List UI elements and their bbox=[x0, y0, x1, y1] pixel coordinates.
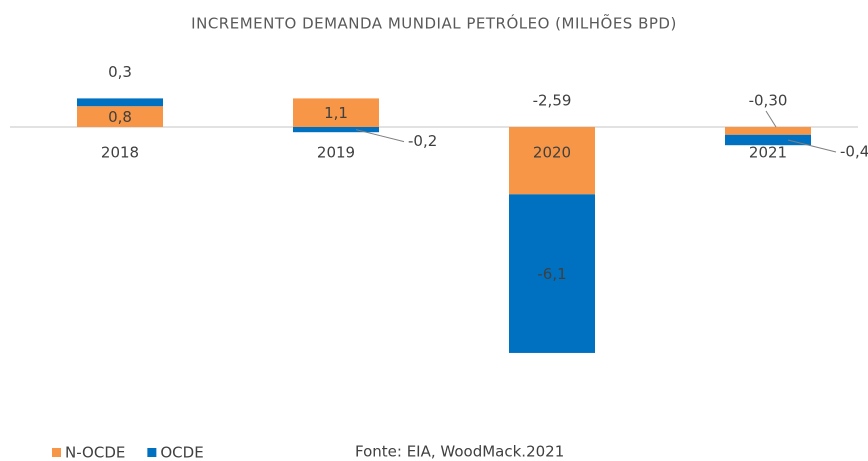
bar-segment bbox=[293, 98, 379, 127]
leader-line bbox=[787, 139, 837, 153]
bar-segment bbox=[725, 134, 811, 146]
legend-swatch bbox=[147, 448, 157, 457]
x-tick-label: 2021 bbox=[749, 144, 787, 162]
bar-segment bbox=[725, 127, 811, 135]
legend-swatch bbox=[52, 448, 61, 457]
data-label: -6,1 bbox=[537, 265, 566, 283]
bar-segment bbox=[77, 106, 163, 127]
data-label: -0,4 bbox=[840, 143, 868, 161]
bar-segment bbox=[293, 127, 379, 133]
bar-segment bbox=[509, 194, 595, 353]
data-label: 1,1 bbox=[324, 104, 348, 122]
legend-label: OCDE bbox=[160, 444, 203, 461]
data-label: 0,3 bbox=[108, 63, 132, 81]
x-tick-label: 2018 bbox=[101, 144, 139, 162]
data-label: -0,30 bbox=[749, 92, 788, 110]
data-label: -2,59 bbox=[533, 92, 572, 110]
x-tick-label: 2020 bbox=[533, 144, 571, 162]
source-note: Fonte: EIA, WoodMack.2021 bbox=[355, 443, 564, 461]
leader-line bbox=[355, 129, 405, 143]
chart-title: INCREMENTO DEMANDA MUNDIAL PETRÓLEO (MIL… bbox=[191, 14, 677, 33]
data-label: 0,8 bbox=[108, 108, 132, 126]
bar-segment bbox=[77, 98, 163, 107]
legend-label: N-OCDE bbox=[65, 444, 125, 461]
x-tick-label: 2019 bbox=[317, 144, 355, 162]
leader-line bbox=[765, 110, 777, 128]
data-label: -0,2 bbox=[408, 132, 437, 150]
bar-segment bbox=[509, 127, 595, 195]
